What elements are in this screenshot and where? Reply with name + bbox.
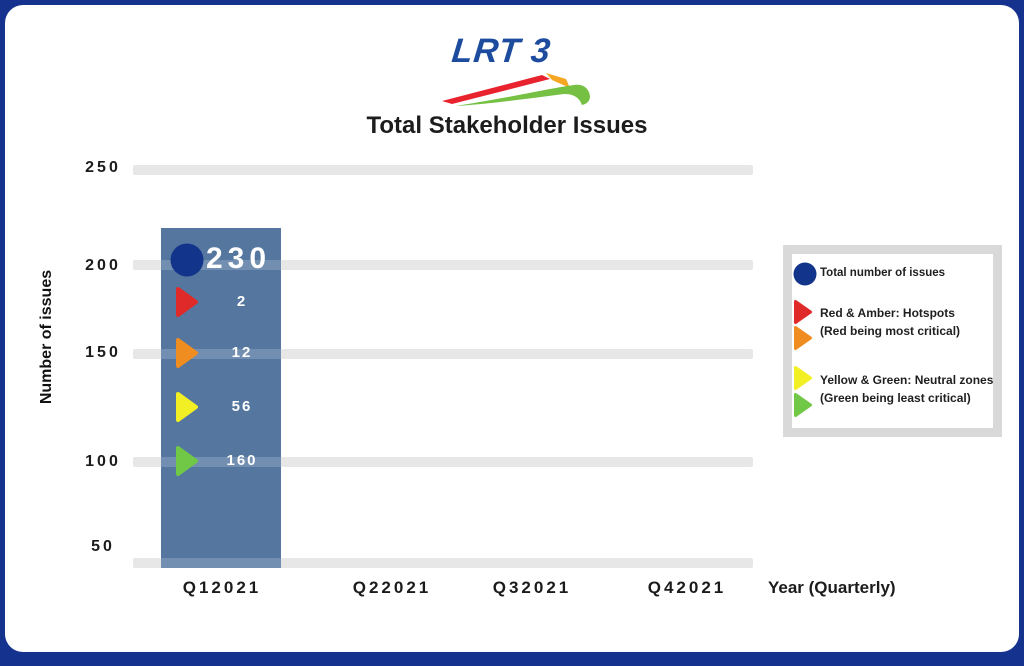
x-axis-title: Year (Quarterly) [768, 578, 896, 597]
y-tick-200: 200 [85, 257, 121, 274]
x-tick-q22021: Q22021 [352, 578, 432, 597]
lrt3-logo-text: LRT 3 [450, 32, 553, 70]
y-tick-250: 250 [85, 159, 121, 176]
y-tick-100: 100 [85, 453, 121, 470]
x-tick-q42021: Q42021 [647, 578, 727, 597]
legend-yellow-triangle-icon [794, 366, 812, 390]
bar-gridline-overlay [161, 260, 281, 270]
legend-hotspots-line2: (Red being most critical) [820, 324, 961, 338]
legend: Total number of issues Red & Amber: Hots… [783, 245, 1002, 437]
amber-value: 12 [231, 344, 253, 361]
chart-title: Total Stakeholder Issues [366, 112, 648, 139]
gridline-baseline [133, 558, 753, 568]
legend-green-triangle-icon [794, 393, 812, 417]
red-marker-icon [176, 287, 198, 317]
legend-hotspots-label: Red & Amber: Hotspots (Red being most cr… [820, 304, 960, 340]
legend-total-circle-icon [793, 262, 817, 286]
legend-neutral-line1: Yellow & Green: Neutral zones [820, 373, 994, 387]
green-value: 160 [226, 452, 258, 469]
bar-gridline-overlay [161, 457, 281, 467]
red-value: 2 [236, 293, 248, 310]
legend-neutral-line2: (Green being least critical) [820, 391, 971, 405]
legend-amber-triangle-icon [794, 326, 812, 350]
green-marker-icon [176, 446, 198, 476]
y-tick-50: 50 [91, 538, 115, 555]
gridline-250 [133, 165, 753, 175]
gridline-200 [133, 260, 753, 270]
gridline-150 [133, 349, 753, 359]
total-issues-marker-icon [170, 243, 204, 277]
legend-total-label: Total number of issues [820, 267, 946, 279]
gridline-100 [133, 457, 753, 467]
bar-gridline-overlay [161, 349, 281, 359]
legend-red-triangle-icon [794, 300, 812, 324]
total-issues-value: 230 [206, 242, 272, 275]
bar-q12021: 230 2 12 56 160 [161, 228, 281, 568]
yellow-value: 56 [231, 398, 253, 415]
y-tick-150: 150 [85, 344, 121, 361]
legend-hotspots-line1: Red & Amber: Hotspots [820, 306, 955, 320]
amber-marker-icon [176, 338, 198, 368]
lrt3-logo: LRT 3 [430, 30, 615, 108]
yellow-marker-icon [176, 392, 198, 422]
legend-neutral-label: Yellow & Green: Neutral zones (Green bei… [820, 371, 993, 407]
y-axis-title: Number of issues [38, 269, 55, 405]
bar-gridline-overlay [161, 558, 281, 568]
x-tick-q32021: Q32021 [492, 578, 572, 597]
lrt3-swoosh-icon [442, 73, 590, 106]
x-tick-q12021: Q12021 [182, 578, 262, 597]
